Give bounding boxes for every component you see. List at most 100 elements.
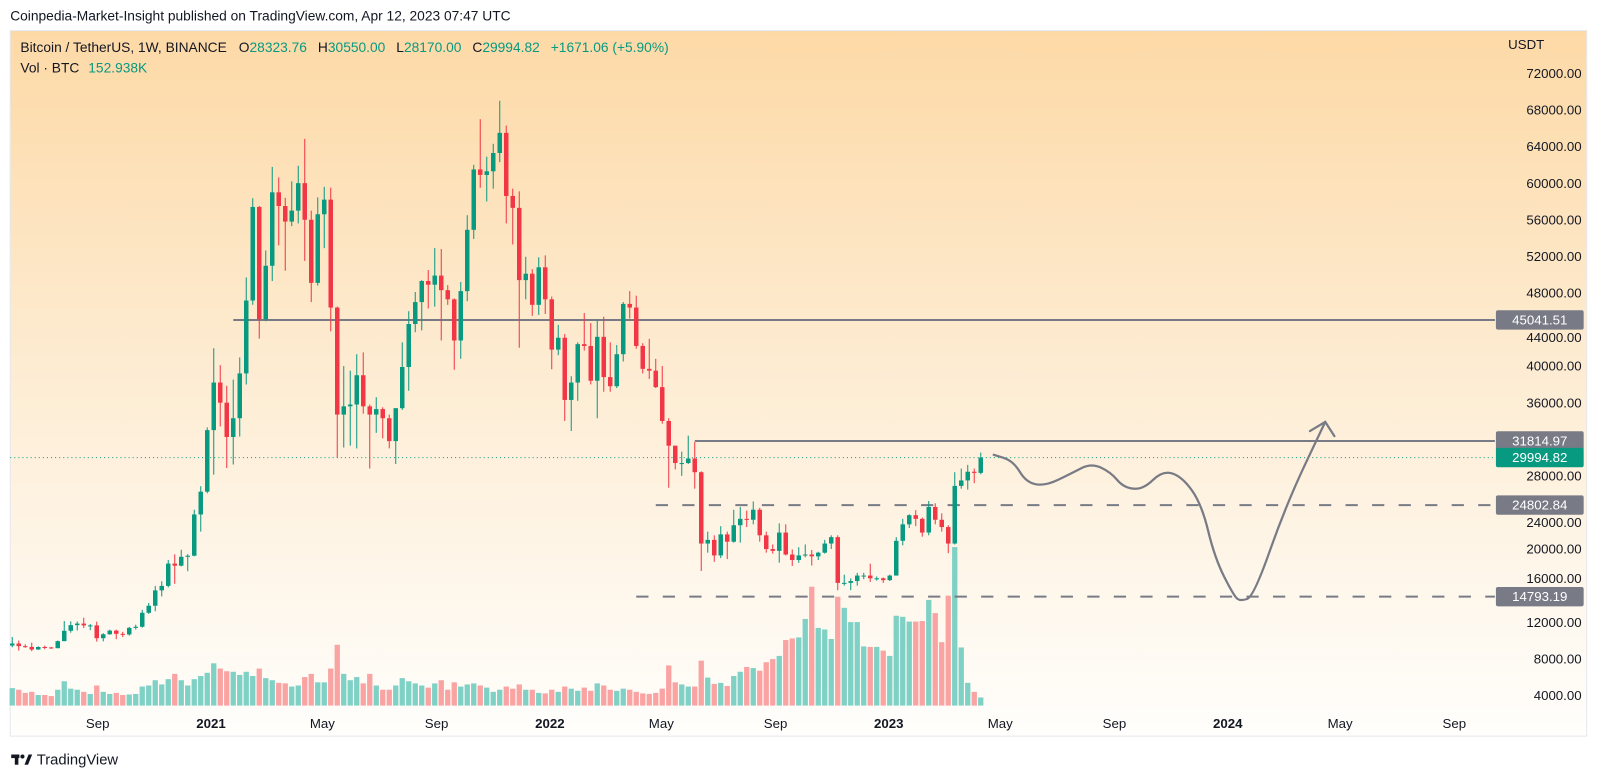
- candle-body: [120, 633, 125, 635]
- candle-body: [549, 299, 554, 350]
- candle-body: [250, 206, 255, 301]
- price-tick-label: 24000.00: [1526, 515, 1581, 530]
- time-tick-label: 2021: [196, 716, 225, 731]
- candle: [49, 646, 54, 649]
- currency-label: USDT: [1508, 37, 1544, 52]
- volume-bar: [588, 690, 594, 706]
- price-tick-label: 4000.00: [1534, 688, 1582, 703]
- candle: [10, 637, 15, 648]
- candle-body: [42, 646, 47, 649]
- volume-bar: [48, 696, 54, 706]
- volume-bar: [477, 685, 483, 706]
- time-tick-label: Sep: [764, 716, 788, 731]
- candle-body: [49, 647, 54, 649]
- volume-bar: [16, 689, 22, 706]
- level-price-tag-box: [1495, 431, 1584, 451]
- candle: [380, 407, 385, 439]
- volume-bar: [529, 689, 535, 706]
- volume-bar: [139, 686, 145, 706]
- volume-bar: [490, 691, 496, 706]
- volume-bar: [620, 688, 626, 706]
- candle-body: [699, 472, 704, 544]
- candle-body: [114, 630, 119, 634]
- chart-pane[interactable]: [9, 30, 1588, 737]
- candle-body: [406, 324, 411, 368]
- volume-bar: [874, 646, 880, 706]
- candle-body: [907, 515, 912, 525]
- volume-bar: [81, 691, 87, 706]
- candle-body: [439, 275, 444, 291]
- candle-body: [432, 275, 437, 285]
- low-label: L: [396, 40, 404, 55]
- candle-body: [29, 646, 34, 650]
- candle: [400, 342, 405, 411]
- candle: [569, 376, 574, 432]
- candle-body: [263, 265, 268, 320]
- candle-body: [965, 471, 970, 481]
- candle-body: [952, 485, 957, 544]
- candle-body: [283, 206, 288, 222]
- candle: [328, 187, 333, 332]
- candle-body: [322, 199, 327, 215]
- volume-bar: [178, 680, 184, 706]
- volume-bar: [906, 621, 912, 706]
- candle: [582, 313, 587, 351]
- volume-bar: [445, 689, 451, 706]
- candle: [101, 633, 106, 642]
- volume-bar: [237, 674, 243, 706]
- time-axis[interactable]: Sep 2021 May Sep 2022 May Sep 2023 May Sep 2024 May…: [86, 716, 1466, 731]
- candle: [647, 338, 652, 379]
- candle-body: [445, 290, 450, 300]
- volume-bar: [835, 596, 841, 706]
- volume-bar: [393, 685, 399, 706]
- volume-bar: [978, 697, 984, 706]
- volume-bar: [718, 682, 724, 706]
- volume-bar: [217, 668, 223, 706]
- volume-bar: [575, 690, 581, 706]
- candle-body: [738, 518, 743, 526]
- candle-body: [757, 509, 762, 536]
- price-axis[interactable]: 72000.00 68000.00 64000.00 60000.00 56000.00…: [1526, 66, 1581, 703]
- candle: [75, 621, 80, 631]
- volume-bar: [185, 685, 191, 706]
- candle-body: [133, 626, 138, 628]
- candle: [146, 602, 151, 614]
- candle-body: [231, 418, 236, 437]
- volume-bar: [367, 673, 373, 706]
- candle-body: [218, 382, 223, 403]
- candle: [959, 468, 964, 489]
- volume-bar: [945, 595, 951, 706]
- candle-body: [790, 554, 795, 561]
- projection-curve[interactable]: [992, 420, 1327, 602]
- volume-bar: [887, 655, 893, 706]
- volume-bar: [198, 675, 204, 706]
- candle-body: [107, 630, 112, 635]
- volume-bar: [107, 693, 113, 706]
- tradingview-logo[interactable]: TradingView: [11, 753, 118, 769]
- price-tick-label: 16000.00: [1526, 571, 1581, 586]
- high-label: H: [318, 40, 328, 55]
- candle-body: [855, 575, 860, 582]
- candle: [491, 143, 496, 189]
- candle-body: [816, 552, 821, 557]
- volume-bar: [211, 663, 217, 706]
- price-tags: 45041.51 31814.97 24802.84 14793.19 29994.82: [1495, 310, 1584, 607]
- candle-body: [640, 345, 645, 369]
- volume-bar: [640, 693, 646, 706]
- candle-body: [23, 646, 28, 648]
- volume-bar: [932, 613, 938, 706]
- candle-body: [601, 336, 606, 378]
- change-value: +1671.06 (+5.90%): [551, 40, 669, 55]
- candle-body: [517, 207, 522, 281]
- candle: [367, 404, 372, 469]
- time-tick-label: May: [1328, 716, 1353, 731]
- volume-bar: [308, 673, 314, 706]
- candle: [744, 510, 749, 528]
- candle: [218, 365, 223, 427]
- volume-bar: [867, 646, 873, 706]
- volume-bar: [35, 695, 41, 706]
- candle-body: [744, 518, 749, 520]
- volume-bar: [828, 639, 834, 706]
- candle: [276, 177, 281, 246]
